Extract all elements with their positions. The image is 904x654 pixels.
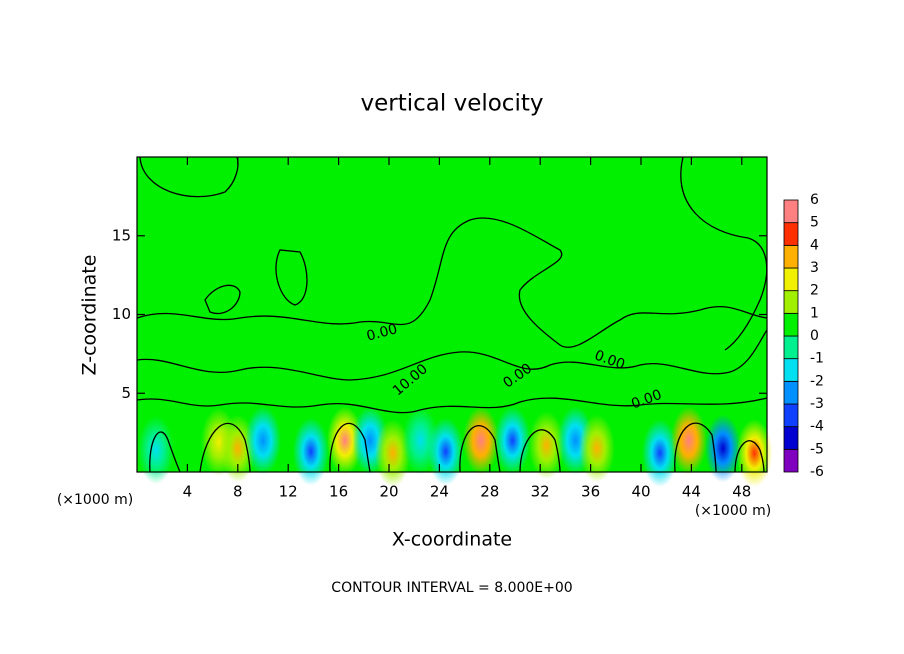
contour-label: 0.00 [365,321,399,345]
contour-line [149,431,181,473]
x-tick-label: 44 [682,483,701,501]
colorbar-box [783,358,799,382]
colorbar-box [783,290,799,314]
colorbar-box [783,222,799,246]
y-tick-label: 10 [112,305,131,323]
velocity-extremum [494,406,531,475]
y-unit-label: (×1000 m) [57,492,133,508]
colorbar-box [783,380,799,405]
colorbar-label: -1 [810,351,824,367]
velocity-extremum [704,414,741,483]
colorbar-box [783,244,799,269]
x-tick-label: 8 [233,483,243,501]
colorbar-label: -2 [810,373,824,389]
x-tick-label: 16 [329,483,348,501]
colorbar-label: 2 [810,283,819,299]
colorbar-label: -5 [810,441,824,457]
colorbar-label: 3 [810,260,819,276]
velocity-extremum [326,406,363,475]
velocity-extremum [245,406,281,475]
x-tick-label: 36 [581,483,600,501]
colorbar-box [783,267,799,292]
contour-line [674,422,717,473]
contour-line [519,429,561,473]
contour-line [204,284,241,315]
colorbar-label: 6 [810,192,819,208]
contour-line [459,425,501,473]
y-tick-label: 5 [121,384,131,402]
x-tick-label: 24 [430,483,449,501]
colorbar-label: 0 [810,328,819,344]
colorbar-box [783,426,799,450]
x-tick-label: 12 [279,483,298,501]
contour-lines [136,156,768,473]
contour-line [734,440,765,473]
x-axis-label: X-coordinate [392,529,512,551]
contour-line [136,217,768,348]
y-axis-label: Z-coordinate [79,255,101,376]
contour-line [136,397,768,414]
colorbar-box [783,335,799,360]
velocity-extremum [670,406,707,475]
contour-line [199,422,251,473]
contour-line [680,156,768,351]
colorbar-box [783,312,799,337]
x-tick-label: 48 [732,483,751,501]
footer-note: CONTOUR INTERVAL = 8.000E+00 [331,580,572,596]
velocity-extremum [427,417,464,486]
x-tick-label: 28 [480,483,499,501]
colorbar-label: 5 [810,215,819,231]
velocity-extremum [641,419,678,488]
colorbar-label: -4 [810,419,824,435]
colorbar-label: -6 [810,464,824,480]
contour-line [139,156,239,198]
y-tick-label: 15 [112,226,131,244]
velocity-extremum [374,419,411,488]
x-tick-label: 4 [183,483,193,501]
colorbar-label: -3 [810,396,824,412]
colorbar-box [783,199,799,224]
velocity-extremum [578,414,615,483]
contour-line [329,422,371,473]
velocity-extremum [292,417,329,486]
x-unit-label: (×1000 m) [695,503,771,519]
colorbar-label: 4 [810,237,819,253]
colorbar-label: 1 [810,305,819,321]
colorbar-box [783,403,799,428]
velocity-extremum [137,415,174,484]
colorbar-box [783,448,799,473]
x-tick-label: 20 [379,483,398,501]
velocity-extremum [528,411,565,480]
velocity-extremum [462,406,499,475]
contour-line [136,329,768,381]
contour-line [275,249,308,306]
x-tick-label: 32 [531,483,550,501]
x-tick-label: 40 [631,483,650,501]
chart-title: vertical velocity [361,91,544,117]
